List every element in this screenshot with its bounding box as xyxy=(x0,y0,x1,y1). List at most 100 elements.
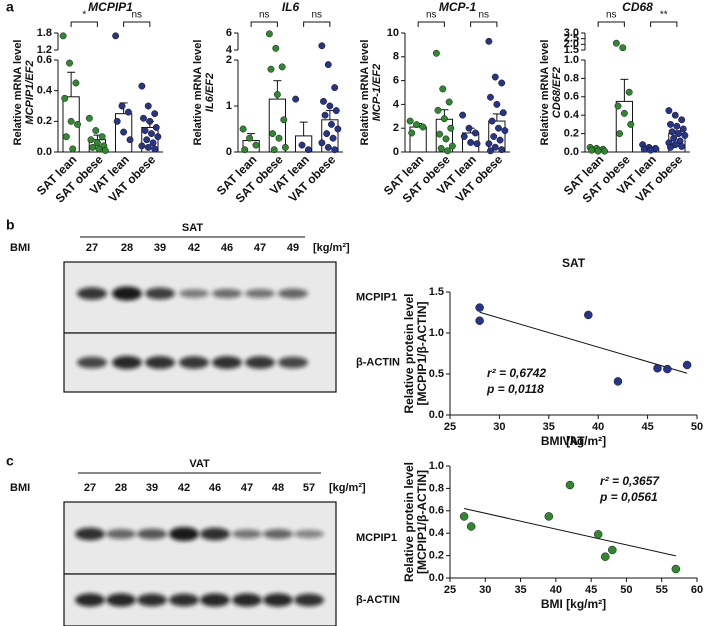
data-point xyxy=(496,136,504,144)
blot-band xyxy=(245,288,275,299)
data-point xyxy=(323,130,331,138)
data-point xyxy=(475,303,484,312)
data-point xyxy=(148,130,155,138)
y-tick-label: 1.0 xyxy=(429,327,444,339)
y-axis-label: Relative mRNA level xyxy=(192,40,204,146)
data-point xyxy=(270,146,278,154)
data-point xyxy=(275,134,283,142)
data-point xyxy=(265,30,273,38)
data-point xyxy=(101,147,109,154)
data-point xyxy=(267,65,275,73)
significance-bracket xyxy=(70,21,98,27)
data-point xyxy=(663,364,672,374)
data-point xyxy=(625,88,633,96)
data-point xyxy=(332,107,340,115)
blot-band xyxy=(232,529,262,539)
blot-band xyxy=(212,288,242,299)
blot-band xyxy=(278,356,308,369)
y-axis-label: Relative mRNA level xyxy=(12,40,24,146)
x-tick-label: 30 xyxy=(479,584,491,596)
y-tick-label: 0.2 xyxy=(37,115,52,127)
significance-label: ns xyxy=(311,10,322,21)
data-point xyxy=(246,134,253,142)
blot-band xyxy=(179,356,209,369)
data-point xyxy=(493,100,501,108)
y-tick-label: 0.5 xyxy=(429,368,444,380)
annotation: r² = 0,3657 xyxy=(600,474,660,488)
data-point xyxy=(467,139,475,146)
data-point xyxy=(619,44,627,52)
data-point xyxy=(681,131,689,139)
y-tick-label: 0.4 xyxy=(429,527,445,539)
y-tick-label: 0.0 xyxy=(429,572,444,584)
y-tick-label: 1.8 xyxy=(37,27,52,39)
blot-band xyxy=(77,287,107,300)
blot-band xyxy=(245,356,275,369)
data-point xyxy=(495,124,502,132)
y-tick-label: 0.2 xyxy=(429,550,444,562)
significance-label: ns xyxy=(606,10,617,21)
x-tick-label: 60 xyxy=(691,584,703,596)
data-point xyxy=(269,130,277,138)
data-point xyxy=(62,133,70,141)
data-point xyxy=(292,95,300,103)
x-tick-label: 25 xyxy=(444,421,456,433)
data-point xyxy=(640,145,648,153)
chart-title: MCPIP1 xyxy=(88,0,133,14)
data-point xyxy=(59,32,67,40)
bmi-label: 42 xyxy=(178,482,190,494)
data-point xyxy=(593,530,603,539)
significance-bracket xyxy=(470,21,498,27)
y-tick-label: 1.5 xyxy=(429,286,444,298)
blot-band xyxy=(212,356,242,369)
y-tick-label: 0.0 xyxy=(429,409,444,421)
data-point xyxy=(241,146,249,154)
blot-title: VAT xyxy=(189,458,210,470)
data-point xyxy=(490,133,498,140)
data-point xyxy=(491,143,499,151)
chart-title: CD68 xyxy=(622,0,653,14)
blot-band xyxy=(263,529,293,539)
data-point xyxy=(459,512,469,521)
data-point xyxy=(138,142,146,150)
data-point xyxy=(459,111,467,119)
data-point xyxy=(93,139,101,147)
blot-band xyxy=(77,356,107,369)
annotation: p = 0,0118 xyxy=(486,382,544,396)
blot-band xyxy=(200,527,230,541)
data-point xyxy=(488,117,496,125)
y-tick-label: 0.6 xyxy=(564,91,579,103)
y-tick-label: 0.4 xyxy=(37,85,53,97)
data-point xyxy=(667,120,674,128)
data-point xyxy=(149,139,157,147)
data-point xyxy=(331,84,339,92)
band-label: β-ACTIN xyxy=(356,356,400,368)
data-point xyxy=(671,564,681,574)
blot-band xyxy=(145,287,175,300)
data-point xyxy=(113,117,121,125)
data-point xyxy=(667,143,674,151)
data-point xyxy=(460,133,468,140)
data-point xyxy=(673,122,681,130)
blot-band xyxy=(169,593,199,607)
data-point xyxy=(67,117,75,125)
blot-band xyxy=(75,527,105,541)
x-tick-label: 50 xyxy=(620,584,632,596)
bmi-label: 42 xyxy=(188,242,200,254)
annotation: r² = 0,6742 xyxy=(487,366,546,380)
data-point xyxy=(445,98,453,106)
data-point xyxy=(124,108,132,116)
blot-band xyxy=(294,593,324,607)
y-tick-label: 0.8 xyxy=(564,72,579,84)
data-point xyxy=(151,110,159,118)
data-point xyxy=(273,91,281,98)
data-point xyxy=(627,120,635,128)
blot-band xyxy=(263,593,293,607)
data-point xyxy=(66,59,73,67)
data-point xyxy=(491,73,499,81)
data-point xyxy=(334,125,342,133)
y-axis-label: Relative mRNA level xyxy=(359,40,371,146)
x-tick-label: 50 xyxy=(691,421,703,433)
data-point xyxy=(613,377,623,386)
y-tick-label: 2 xyxy=(393,122,399,134)
